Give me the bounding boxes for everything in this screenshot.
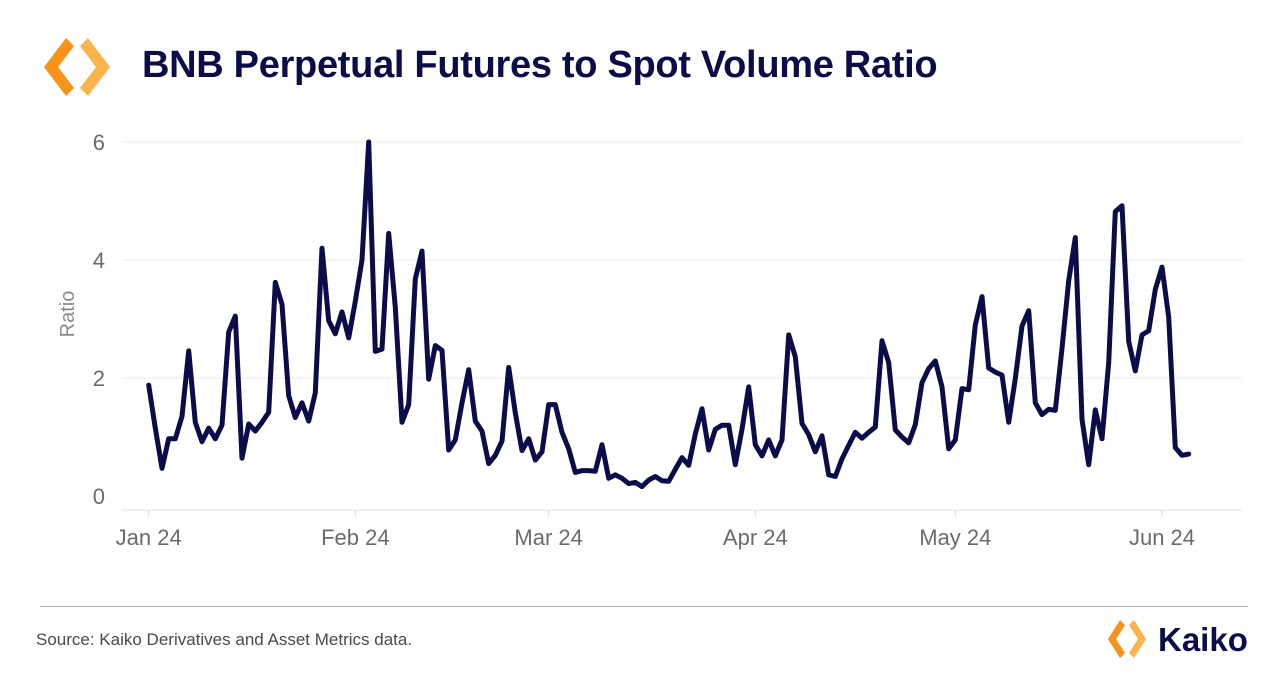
x-tick-label: Apr 24 xyxy=(723,525,788,550)
y-axis-label: Ratio xyxy=(57,291,79,338)
y-tick-label: 4 xyxy=(93,248,105,273)
logo-right-segment xyxy=(80,38,110,96)
footer-logo-left-segment xyxy=(1108,620,1125,658)
footer-divider xyxy=(40,606,1248,607)
brand-name: Kaiko xyxy=(1158,621,1248,658)
kaiko-footer-logo-icon xyxy=(1108,620,1146,658)
footer-logo-right-segment xyxy=(1129,620,1146,658)
x-axis-ticks: Jan 24 Feb 24 Mar 24 Apr 24 May 24 Jun 24 xyxy=(116,510,1195,550)
y-tick-label: 6 xyxy=(93,130,105,155)
line-chart: 0 2 4 6 Jan 24 Feb 24 Mar 24 Apr 24 May 24 Jun 2… xyxy=(57,130,1242,550)
source-note: Source: Kaiko Derivatives and Asset Metr… xyxy=(36,630,413,649)
x-tick-label: Jun 24 xyxy=(1129,525,1195,550)
series-line xyxy=(146,139,1192,490)
x-tick-label: Mar 24 xyxy=(514,525,582,550)
y-axis-ticks: 0 2 4 6 xyxy=(93,130,105,509)
kaiko-logo-icon xyxy=(44,38,110,96)
x-tick-label: Feb 24 xyxy=(321,525,390,550)
gridlines xyxy=(122,141,1242,379)
y-tick-label: 2 xyxy=(93,366,105,391)
x-tick-label: May 24 xyxy=(919,525,991,550)
x-tick-label: Jan 24 xyxy=(116,525,182,550)
chart-title: BNB Perpetual Futures to Spot Volume Rat… xyxy=(142,44,938,86)
logo-left-segment xyxy=(44,38,74,96)
y-tick-label: 0 xyxy=(93,484,105,509)
